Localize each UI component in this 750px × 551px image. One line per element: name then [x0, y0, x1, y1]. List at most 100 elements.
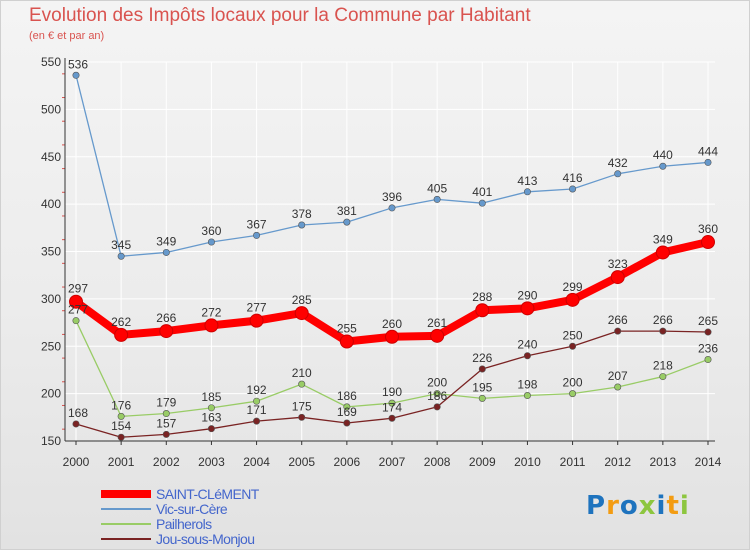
x-tick-label: 2013 — [650, 455, 677, 469]
data-point — [207, 404, 215, 412]
data-point — [433, 390, 441, 398]
data-label: 236 — [698, 342, 718, 356]
data-point — [478, 394, 486, 402]
data-label: 240 — [517, 338, 537, 352]
legend-swatch — [101, 508, 151, 510]
data-point — [253, 231, 261, 239]
logo-letter: x — [638, 491, 657, 521]
series-vic-sur-c-re — [72, 71, 712, 260]
x-tick-label: 2007 — [379, 455, 406, 469]
x-tick-label: 2004 — [243, 455, 270, 469]
data-point — [523, 392, 531, 400]
y-tick-label: 300 — [41, 292, 61, 306]
x-tick-label: 2014 — [695, 455, 722, 469]
logo-letter: i — [679, 491, 690, 521]
data-label: 536 — [68, 57, 88, 71]
data-label: 179 — [156, 396, 176, 410]
data-point — [114, 327, 129, 342]
data-label: 207 — [608, 369, 628, 383]
y-tick-label: 150 — [41, 434, 61, 448]
data-point — [298, 221, 306, 229]
logo-letter: i — [656, 491, 667, 521]
data-label: 405 — [427, 181, 447, 195]
data-point — [385, 329, 399, 344]
data-label: 154 — [111, 419, 131, 433]
data-point — [339, 334, 354, 349]
data-label: 174 — [382, 400, 402, 414]
data-point — [249, 313, 264, 328]
data-label: 432 — [608, 156, 628, 170]
data-label: 255 — [337, 322, 357, 336]
data-label: 175 — [292, 399, 312, 413]
data-label: 413 — [517, 174, 537, 188]
data-point — [253, 397, 261, 405]
chart-title: Evolution des Impôts locaux pour la Comm… — [29, 5, 531, 26]
data-point — [655, 245, 670, 260]
data-label: 250 — [563, 328, 583, 342]
x-tick-label: 2011 — [560, 455, 586, 469]
data-label: 186 — [427, 389, 447, 403]
data-point — [253, 417, 261, 425]
data-point — [72, 420, 80, 428]
data-point — [475, 303, 490, 318]
data-label: 185 — [201, 390, 221, 404]
data-label: 401 — [472, 185, 492, 199]
data-point — [478, 365, 486, 373]
data-point — [388, 399, 396, 407]
data-point — [569, 390, 577, 398]
data-label: 349 — [156, 234, 176, 248]
x-tick-label: 2001 — [108, 455, 135, 469]
data-point — [433, 195, 441, 203]
data-point — [294, 306, 309, 321]
data-label: 444 — [698, 144, 718, 158]
data-point — [565, 292, 580, 307]
data-label: 265 — [698, 314, 718, 328]
x-tick-label: 2008 — [424, 455, 451, 469]
data-label: 192 — [247, 383, 267, 397]
data-point — [659, 373, 667, 381]
data-point — [298, 380, 306, 388]
legend-swatch — [101, 523, 151, 525]
x-tick-label: 2006 — [334, 455, 361, 469]
data-label: 200 — [563, 376, 583, 390]
data-label: 299 — [563, 280, 583, 294]
y-tick-label: 400 — [41, 197, 61, 211]
data-point — [478, 199, 486, 207]
data-label: 260 — [382, 317, 402, 331]
data-label: 378 — [292, 207, 312, 221]
data-label: 396 — [382, 190, 402, 204]
data-point — [207, 238, 215, 246]
data-label: 272 — [201, 305, 221, 319]
data-label: 288 — [472, 290, 492, 304]
data-point — [162, 248, 170, 256]
x-tick-label: 2002 — [153, 455, 180, 469]
data-label: 367 — [247, 217, 267, 231]
y-tick-label: 350 — [41, 245, 61, 259]
data-point — [523, 188, 531, 196]
data-label: 168 — [68, 406, 88, 420]
x-tick-label: 2005 — [288, 455, 315, 469]
data-point — [69, 294, 83, 309]
data-point — [388, 414, 396, 422]
data-label: 176 — [111, 398, 131, 412]
data-point — [704, 356, 712, 364]
x-tick-label: 2010 — [514, 455, 541, 469]
logo-letter: t — [666, 491, 680, 521]
logo-letter: o — [619, 491, 639, 521]
y-tick-label: 250 — [41, 339, 61, 353]
data-label: 186 — [337, 389, 357, 403]
chart-subtitle: (en € et par an) — [29, 30, 105, 42]
x-tick-label: 2009 — [469, 455, 496, 469]
x-tick-label: 2012 — [604, 455, 631, 469]
series-saint-cl-ment — [69, 235, 715, 349]
data-point — [614, 327, 622, 335]
data-point — [207, 425, 215, 433]
legend-label: Pailherols — [156, 516, 212, 532]
data-point — [659, 162, 667, 170]
data-point — [704, 158, 712, 166]
y-tick-label: 200 — [41, 387, 61, 401]
legend-label: Jou-sous-Monjou — [156, 531, 255, 547]
data-point — [569, 342, 577, 350]
data-label: 381 — [337, 204, 357, 218]
